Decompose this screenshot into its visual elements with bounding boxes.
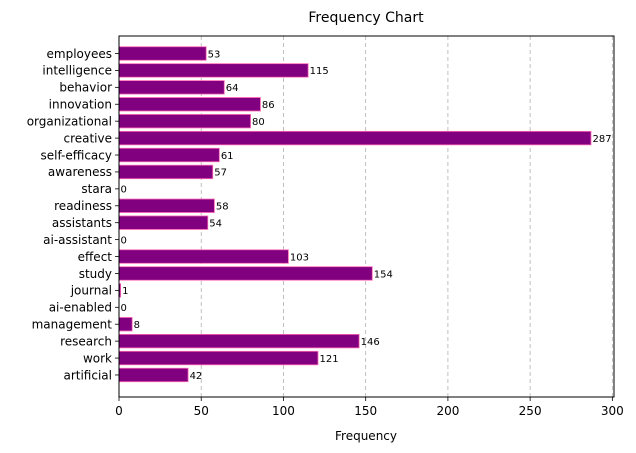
x-tick-label: 300 <box>601 404 624 418</box>
y-tick-label-effect: effect <box>78 250 113 264</box>
chart-title: Frequency Chart <box>308 10 424 26</box>
y-tick-label-study: study <box>79 267 112 281</box>
y-tick-label-management: management <box>32 318 113 332</box>
bar-self-efficacy <box>118 147 220 163</box>
data-label-management: 8 <box>134 320 140 331</box>
data-label-organizational: 80 <box>252 117 265 128</box>
data-label-ai-enabled: 0 <box>121 303 127 314</box>
bar-management <box>118 317 133 332</box>
bar-study <box>118 266 373 281</box>
y-tick-label-organizational: organizational <box>27 114 112 128</box>
y-tick-label-employees: employees <box>47 47 112 61</box>
data-label-readiness: 58 <box>216 202 229 213</box>
data-label-creative: 287 <box>592 134 611 145</box>
bar-innovation <box>118 97 261 112</box>
x-tick-labels: 0 50 100 150 200 250 300 <box>115 397 624 418</box>
bar-behavior <box>118 80 225 95</box>
data-label-intelligence: 115 <box>310 66 329 77</box>
y-tick-label-innovation: innovation <box>49 98 112 112</box>
bar-awareness <box>118 164 214 180</box>
x-tick-label: 150 <box>354 404 377 418</box>
bar-artificial <box>118 367 189 383</box>
y-tick-labels: employees intelligence behavior innovation o… <box>27 47 119 382</box>
x-axis-label: Frequency <box>335 429 397 443</box>
data-label-ai-assistant: 0 <box>121 235 127 246</box>
bar-work <box>118 350 319 366</box>
data-label-innovation: 86 <box>262 100 275 111</box>
bar-creative <box>118 130 592 146</box>
y-tick-label-readiness: readiness <box>54 199 112 213</box>
data-label-self-efficacy: 61 <box>221 151 234 162</box>
bar-research <box>118 333 360 349</box>
data-label-journal: 1 <box>122 286 128 297</box>
y-tick-label-assistants: assistants <box>52 216 112 230</box>
x-tick-label: 200 <box>436 404 459 418</box>
data-label-effect: 103 <box>290 252 309 263</box>
bars <box>118 46 592 383</box>
data-label-artificial: 42 <box>190 371 203 382</box>
y-tick-label-creative: creative <box>63 131 112 145</box>
bar-intelligence <box>118 63 309 78</box>
x-tick-label: 0 <box>115 404 123 418</box>
y-tick-label-behavior: behavior <box>59 81 112 95</box>
bar-organizational <box>118 114 251 129</box>
data-label-research: 146 <box>361 337 380 348</box>
bar-readiness <box>118 198 215 213</box>
data-label-work: 121 <box>319 354 338 365</box>
data-labels: 5311564868028761570585401031541081461214… <box>121 49 612 381</box>
data-label-stara: 0 <box>121 185 127 196</box>
x-tick-label: 50 <box>194 404 209 418</box>
bar-assistants <box>118 215 209 230</box>
y-tick-label-intelligence: intelligence <box>42 64 112 78</box>
bar-employees <box>118 46 207 61</box>
y-tick-label-stara: stara <box>81 182 112 196</box>
y-tick-label-ai-enabled: ai-enabled <box>49 301 112 315</box>
x-tick-label: 100 <box>272 404 295 418</box>
y-tick-label-research: research <box>60 334 112 348</box>
y-tick-label-self-efficacy: self-efficacy <box>40 148 112 162</box>
data-label-behavior: 64 <box>226 83 239 94</box>
y-tick-label-journal: journal <box>70 284 112 298</box>
data-label-awareness: 57 <box>214 168 227 179</box>
x-tick-label: 250 <box>519 404 542 418</box>
bar-effect <box>118 249 289 264</box>
y-tick-label-artificial: artificial <box>63 368 112 382</box>
y-tick-label-work: work <box>83 351 112 365</box>
data-label-assistants: 54 <box>209 219 222 230</box>
data-label-study: 154 <box>374 269 393 280</box>
data-label-employees: 53 <box>208 49 221 60</box>
plot-frame <box>118 35 615 398</box>
y-tick-label-awareness: awareness <box>48 165 112 179</box>
y-tick-label-ai-assistant: ai-assistant <box>43 233 112 247</box>
